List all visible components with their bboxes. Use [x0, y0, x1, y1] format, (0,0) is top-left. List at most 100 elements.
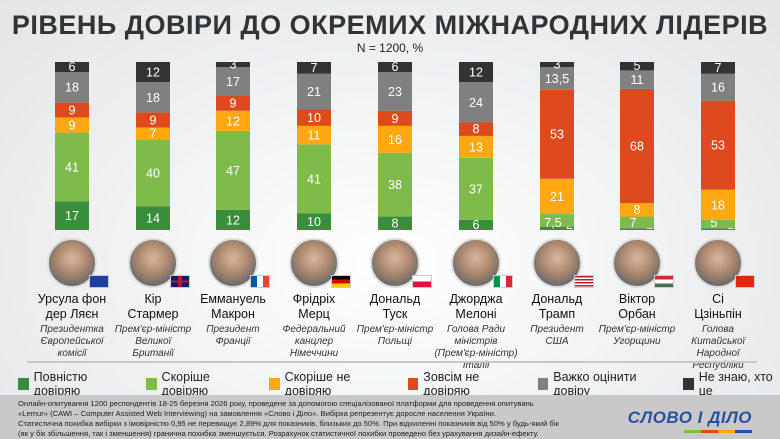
person-role-line: Голова [702, 324, 734, 335]
data-label: 8 [392, 216, 399, 230]
data-label: 7 [150, 126, 157, 140]
bar-segment-rather_trust [540, 214, 574, 227]
bar-segment-hard_to_say [136, 82, 170, 113]
legend-label: Важко оцінити довіру [553, 370, 637, 398]
legend-item-full_trust: Повністю довіряю [18, 370, 126, 398]
footer-line: «Lemur» (CAWI – Computer Assisted Web In… [18, 409, 496, 418]
legend-label: Скоріше довіряю [161, 370, 210, 398]
data-label: 6 [392, 60, 399, 74]
bar-segment-full_trust [216, 209, 250, 230]
data-label: 41 [307, 172, 321, 186]
bar-segment-dont_know [540, 62, 574, 68]
footer-line: Статистична похибка вибірки з імовірніст… [18, 419, 559, 428]
bar-stack: 151853167 [701, 61, 735, 232]
person-name: Урсула фон дер Ляєн [37, 292, 107, 321]
data-label: 24 [469, 96, 483, 110]
person-role-line: Великої [135, 336, 171, 347]
data-label: 7 [715, 61, 722, 75]
flag-it-icon [493, 275, 513, 288]
data-label: 6 [473, 218, 480, 232]
person-card: Еммануель Макрон Президент Франції [188, 238, 278, 348]
bar-segment-rather_not [297, 125, 331, 145]
data-label: 12 [226, 114, 240, 128]
data-label: 12 [226, 213, 240, 227]
bar-segment-dont_know [55, 62, 89, 73]
person-card: Фрідріх Мерц Федеральний канцлер Німеччини [269, 238, 359, 360]
bar-segment-rather_not [136, 127, 170, 140]
bar-segment-not_at_all [459, 122, 493, 136]
data-label: 6 [69, 60, 76, 74]
bar-segment-rather_trust [297, 144, 331, 214]
data-label: 16 [388, 133, 402, 147]
bar-segment-full_trust [136, 206, 170, 230]
data-label: 13 [469, 140, 483, 154]
legend-swatch [683, 378, 694, 390]
footer-line: (як у бік збільшення, так і зменшення) г… [18, 429, 539, 438]
bar-segment-rather_not [701, 189, 735, 220]
flag-uk-icon [170, 275, 190, 288]
bar-segment-not_at_all [378, 110, 412, 126]
legend-swatch [407, 378, 419, 390]
data-label: 7 [311, 61, 318, 75]
data-label: 18 [146, 91, 160, 105]
data-label: 18 [711, 198, 725, 212]
person-card: Віктор Орбан Прем'єр-міністр Угорщини [592, 238, 682, 348]
person-role-line: Народної Республіки [692, 348, 744, 371]
person-name: Дональд Трамп [531, 292, 583, 321]
legend-item-dont_know: Не знаю, хто це [683, 370, 780, 398]
data-label: 12 [146, 66, 160, 80]
data-label: 53 [711, 139, 725, 153]
person-card: Кір Стармер Прем'єр-міністр Великої Британі… [108, 238, 198, 360]
flag-pl-icon [412, 275, 432, 288]
person-photo [532, 238, 594, 288]
logo-underline [684, 430, 752, 433]
bar-segment-rather_trust [136, 139, 170, 207]
bar-segment-rather_trust [459, 157, 493, 220]
legend-item-rather_trust: Скоріше довіряю [145, 370, 249, 398]
data-label: 68 [630, 140, 644, 154]
person-role: Голова Китайської Народної Республіки [673, 324, 763, 372]
flag-fr-icon [250, 275, 270, 288]
person-photo [612, 238, 674, 288]
legend: Повністю довіряю Скоріше довіряю Скоріше н… [18, 370, 780, 398]
bar-segment-hard_to_say [701, 73, 735, 101]
person-photo [128, 238, 190, 288]
person-name: Еммануель Макрон [200, 292, 266, 321]
bar-segment-dont_know [459, 62, 493, 83]
bar-segment-hard_to_say [378, 72, 412, 111]
bar-segment-hard_to_say [459, 82, 493, 123]
bar-segment-not_at_all [55, 102, 89, 118]
person-role-line: (Прем'єр-міністр) Італії [434, 348, 518, 371]
person-role-line: Прем'єр-міністр [356, 324, 434, 335]
person-role-line: Президент [530, 324, 584, 335]
person-card: Дональд Трамп Президент США [512, 238, 602, 348]
person-role: Президент США [512, 324, 602, 348]
bar-segment-rather_trust [378, 152, 412, 217]
legend-swatch [537, 378, 549, 390]
data-label: 8 [473, 122, 480, 136]
bar-segment-rather_trust [620, 216, 654, 229]
data-label: 17 [65, 209, 79, 223]
person-role-line: Німеччини [289, 348, 339, 359]
bar-segment-full_trust [55, 201, 89, 230]
bar-segment-rather_not [378, 125, 412, 153]
logo: СЛОВО І ДІЛО [627, 408, 752, 427]
footer: Онлайн-опитування 1200 респондентів 18-2… [0, 395, 780, 439]
person-role-line: Президент [206, 324, 260, 335]
person-name: Віктор Орбан [618, 292, 656, 321]
person-role: Федеральний канцлер Німеччини [269, 324, 359, 360]
person-role-line: США [545, 336, 569, 347]
person-role-line: Угорщини [613, 336, 661, 347]
person-role-line: канцлер [294, 336, 334, 347]
data-label: 9 [69, 103, 76, 117]
bar-segment-hard_to_say [55, 72, 89, 103]
data-label: 14 [146, 212, 160, 226]
data-label: 53 [550, 128, 564, 142]
data-label: 9 [392, 112, 399, 126]
flag-de-icon [331, 275, 351, 288]
data-label: 5 [711, 216, 718, 230]
data-label: 3 [230, 58, 237, 72]
bar-segment-hard_to_say [540, 67, 574, 90]
legend-label: Скоріше не довіряю [284, 370, 351, 398]
bar-segment-dont_know [297, 62, 331, 74]
